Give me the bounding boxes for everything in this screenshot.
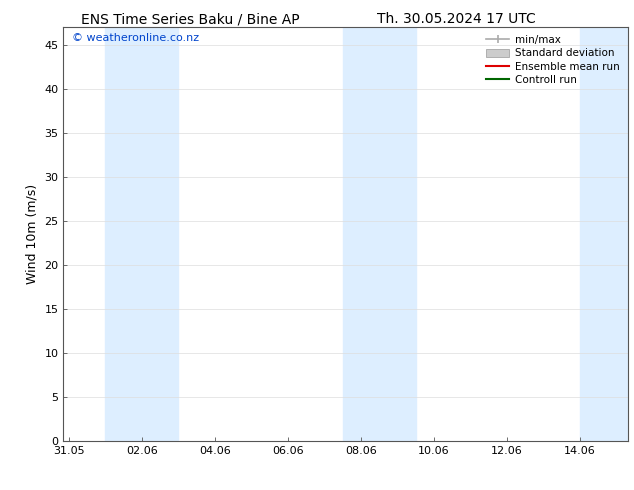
- Y-axis label: Wind 10m (m/s): Wind 10m (m/s): [26, 184, 39, 284]
- Legend: min/max, Standard deviation, Ensemble mean run, Controll run: min/max, Standard deviation, Ensemble me…: [483, 32, 623, 88]
- Text: © weatheronline.co.nz: © weatheronline.co.nz: [72, 33, 199, 43]
- Bar: [580, 27, 628, 441]
- Bar: [343, 27, 416, 441]
- Text: Th. 30.05.2024 17 UTC: Th. 30.05.2024 17 UTC: [377, 12, 536, 26]
- Bar: [105, 27, 178, 441]
- Text: ENS Time Series Baku / Bine AP: ENS Time Series Baku / Bine AP: [81, 12, 299, 26]
